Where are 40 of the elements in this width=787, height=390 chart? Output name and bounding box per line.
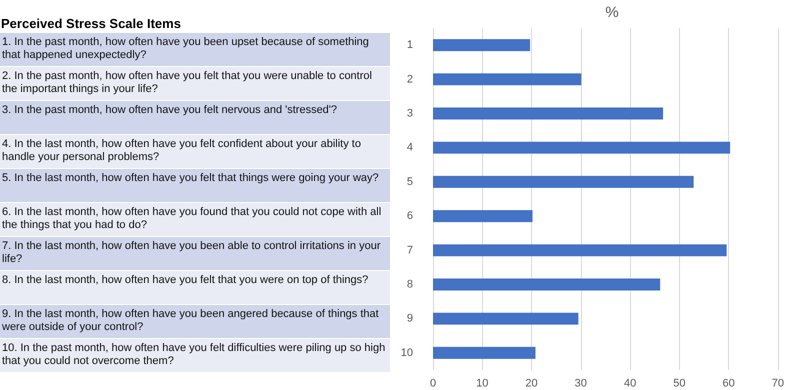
bar	[433, 346, 536, 359]
bar	[433, 176, 694, 188]
x-tick-label: 40	[624, 378, 636, 390]
bar	[433, 278, 660, 290]
y-tick-label: 10	[400, 346, 413, 359]
text: 6. In the last month, how often have you found that you could not cope with all the things that you had to do?	[0, 203, 390, 237]
text: 8. In the last month, how often have you felt that you were on top of things?	[0, 271, 390, 305]
y-tick-label: 8	[406, 278, 413, 290]
bar	[433, 210, 533, 222]
x-tick-label: 20	[525, 378, 538, 390]
text: 5. In the last month, how often have you felt that things were going your way?	[0, 169, 390, 203]
x-tick-label: 50	[673, 378, 686, 390]
text: 9. In the last month, how often have you been angered because of things that were outside of your control?	[0, 305, 390, 339]
bar	[433, 108, 664, 120]
x-tick-label: 70	[772, 378, 784, 390]
x-tick-label: 30	[574, 378, 587, 390]
y-tick-label: 1	[406, 39, 413, 52]
text: 7. In the last month, how often have you been able to control irritations in your life?	[0, 237, 390, 271]
y-tick-label: 5	[406, 176, 413, 188]
text: Perceived Stress Scale Items	[1, 16, 182, 31]
text: 10. In the past month, how often have you felt difficulties were piling up so high that you could not overcome them?	[0, 339, 390, 373]
bar	[433, 244, 727, 256]
y-tick-label: 9	[406, 312, 413, 325]
x-axis-title: %	[605, 4, 619, 21]
y-tick-label: 7	[406, 244, 413, 256]
text: 3. In the past month, how often have you felt nervous and 'stressed'?	[0, 101, 390, 135]
y-tick-label: 2	[406, 73, 413, 86]
bar	[433, 312, 578, 325]
y-tick-label: 4	[406, 142, 413, 154]
y-tick-label: 3	[406, 108, 413, 120]
y-tick-label: 6	[406, 210, 413, 222]
bar	[433, 73, 582, 86]
x-tick-label: 10	[476, 378, 488, 390]
bar	[433, 142, 730, 154]
x-tick-label: 0	[430, 378, 436, 390]
text: 2. In the past month, how often have you felt that you were unable to control the important things in your life?	[0, 67, 390, 101]
text: 4. In the last month, how often have you felt confident about your ability to handle your personal problems?	[0, 135, 390, 169]
text: 1. In the past month, how often have you been upset because of something that happened unexpectedly?	[0, 33, 390, 67]
x-tick-label: 60	[722, 378, 735, 390]
bar	[433, 39, 530, 52]
